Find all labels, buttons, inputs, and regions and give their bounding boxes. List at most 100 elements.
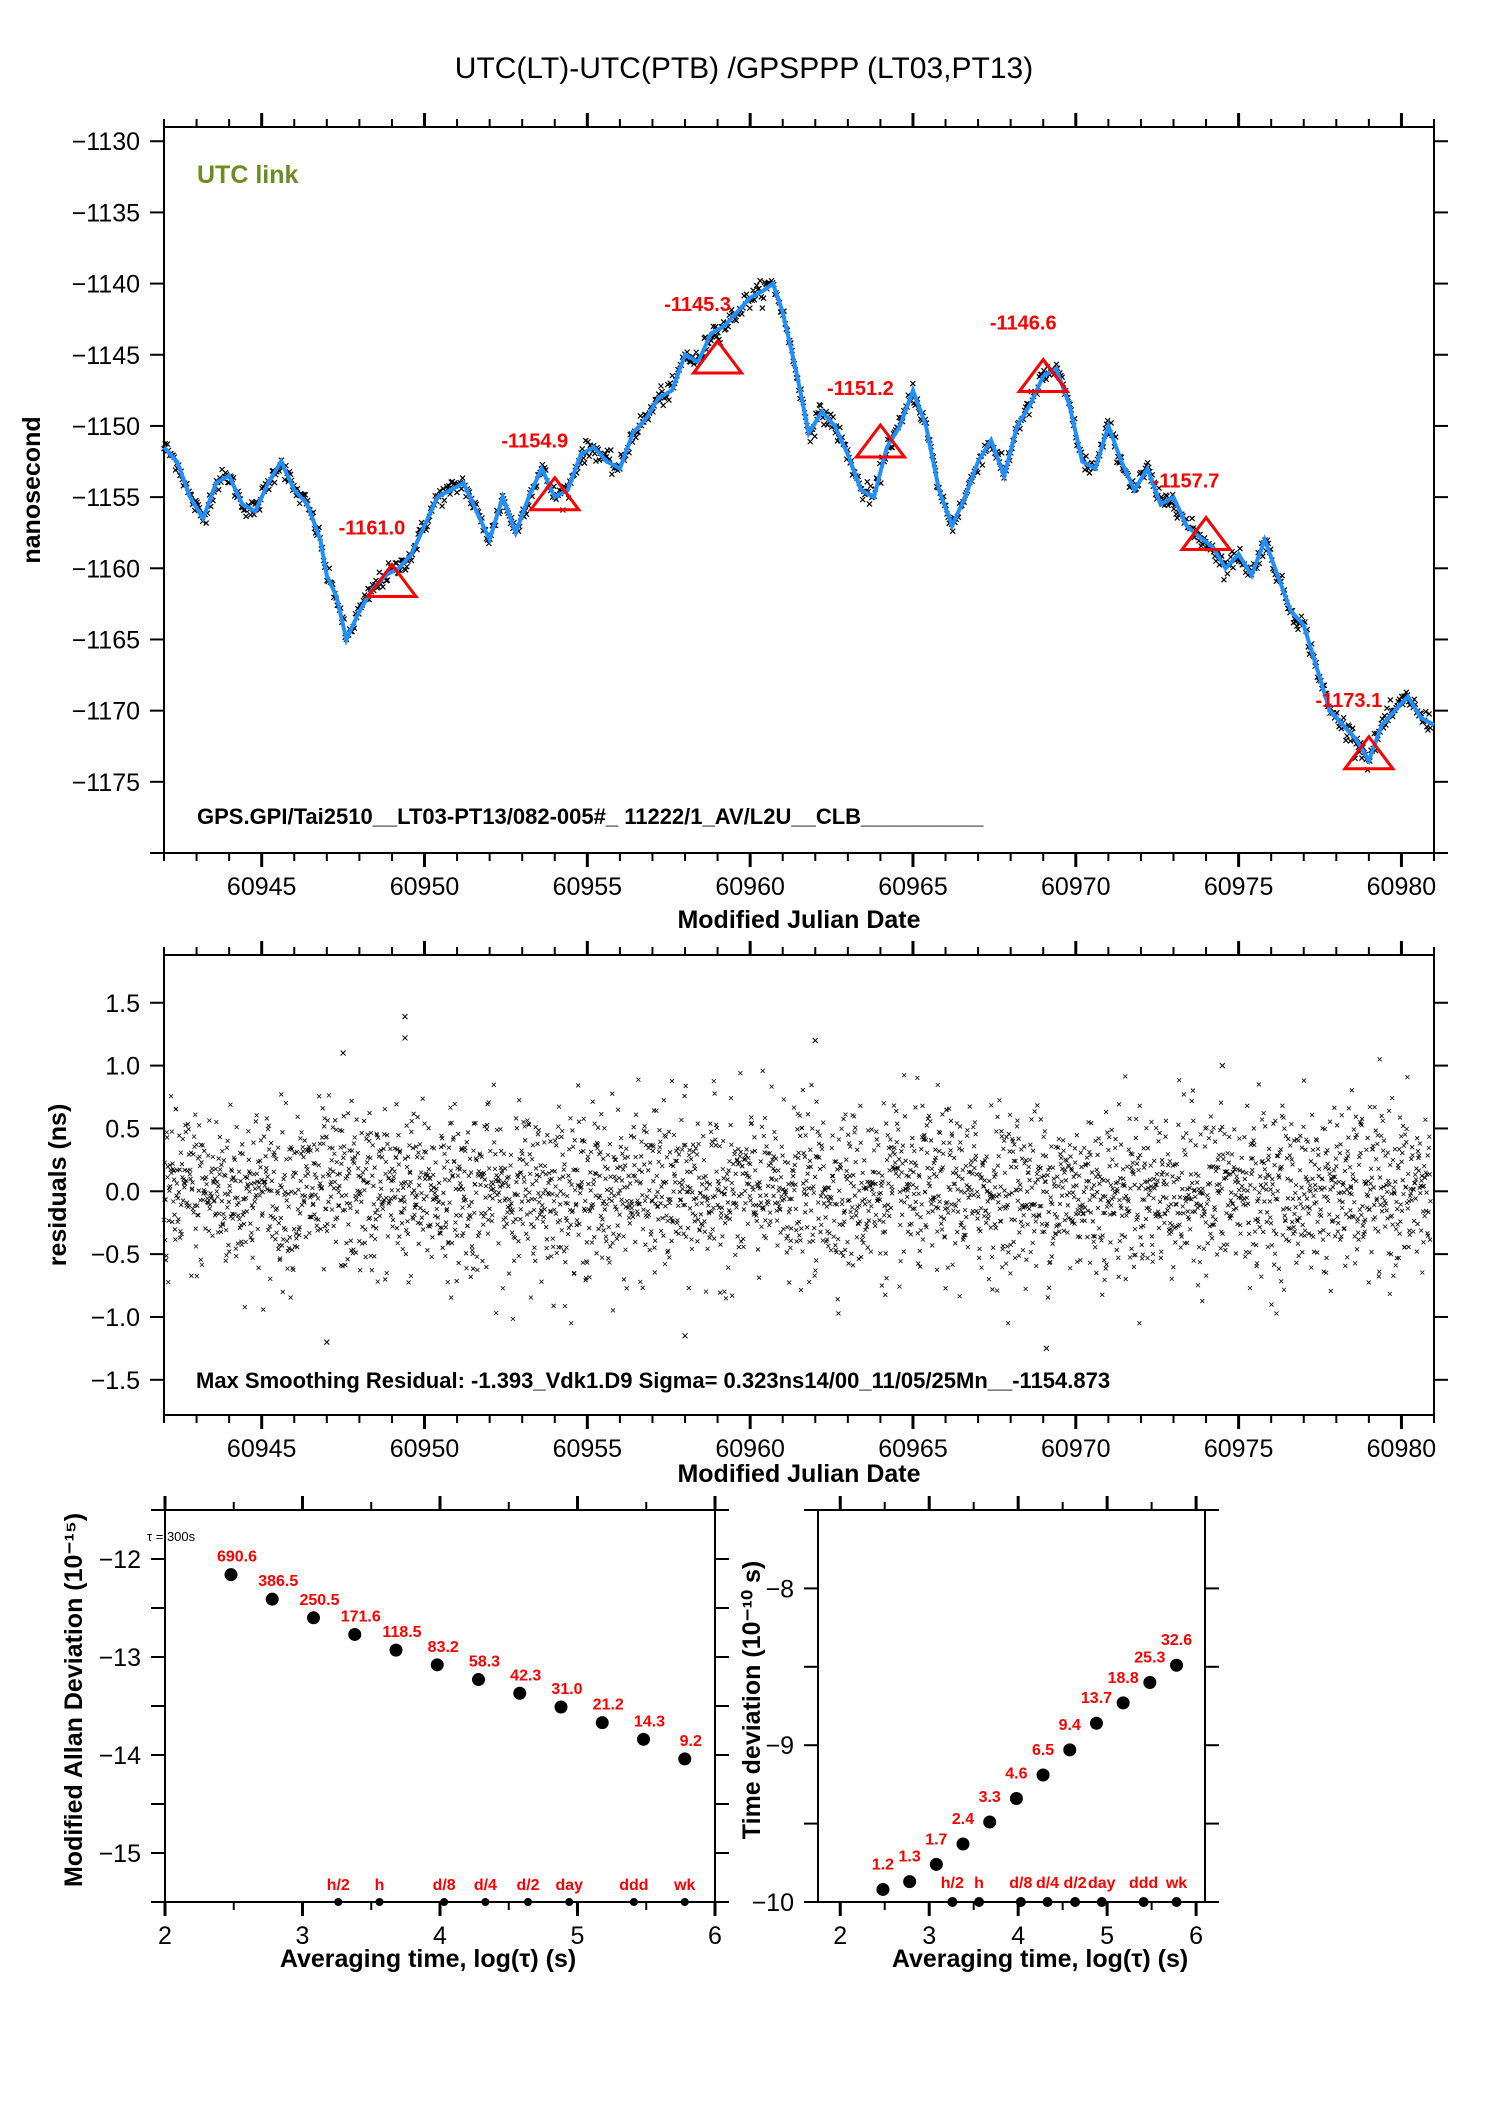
residual-point [631, 1124, 636, 1130]
residual-point [221, 1158, 227, 1163]
residual-point [765, 1183, 771, 1189]
residual-point [1232, 1127, 1237, 1132]
residual-point [1029, 1117, 1034, 1122]
residual-point [1032, 1109, 1037, 1114]
residual-point [257, 1158, 263, 1164]
residual-point [812, 1174, 818, 1180]
residual-point [323, 1206, 329, 1212]
residual-point [1180, 1186, 1185, 1192]
residual-point [175, 1219, 180, 1225]
residual-point [582, 1198, 588, 1204]
residual-point [860, 1198, 865, 1204]
residual-point [924, 1123, 930, 1128]
residual-point [935, 1229, 940, 1234]
residual-point [362, 1227, 368, 1232]
residual-point [808, 1164, 814, 1170]
residual-point [965, 1244, 971, 1250]
residual-point [1244, 1170, 1249, 1176]
residual-point [656, 1159, 661, 1165]
residual-point [823, 1215, 828, 1220]
residual-point [368, 1130, 374, 1136]
residual-point [483, 1195, 488, 1200]
residual-point [854, 1234, 860, 1240]
residual-point [1052, 1184, 1057, 1189]
residual-point [346, 1222, 351, 1227]
residual-point [829, 1145, 835, 1151]
residual-point [494, 1127, 500, 1133]
residual-point [971, 1124, 976, 1130]
residual-point [774, 1218, 780, 1223]
residual-point [189, 1186, 195, 1191]
residual-point [866, 1218, 872, 1223]
residual-point [975, 1216, 980, 1221]
residual-point [976, 1194, 981, 1199]
residual-point [402, 1199, 407, 1205]
residual-point [297, 1224, 302, 1230]
residual-point [1379, 1113, 1384, 1119]
residual-point [1095, 1205, 1101, 1211]
residual-point [527, 1171, 533, 1177]
residual-point [191, 1151, 196, 1157]
residual-point [920, 1237, 926, 1242]
mdev-point [513, 1686, 527, 1700]
residual-point [264, 1187, 270, 1192]
residual-point [1317, 1230, 1323, 1235]
residual-point [284, 1238, 290, 1244]
residual-point [395, 1147, 400, 1152]
residual-point [1282, 1213, 1288, 1218]
x-tick-label: 60965 [878, 873, 948, 901]
residual-point [1041, 1134, 1046, 1140]
y-axis-title: Time deviation (10⁻¹⁰ s) [738, 1561, 766, 1839]
residual-point [940, 1151, 946, 1157]
residual-point [871, 1191, 876, 1197]
residual-point [1170, 1174, 1175, 1179]
residual-point [1334, 1144, 1339, 1149]
residual-point [1338, 1142, 1343, 1147]
residual-point [1298, 1232, 1304, 1238]
residual-point [256, 1265, 261, 1271]
residual-point [280, 1130, 285, 1135]
residual-point [1008, 1271, 1013, 1276]
residual-point [1176, 1077, 1182, 1083]
residual-point [778, 1230, 783, 1235]
time-marker-label: d/4 [474, 1877, 497, 1894]
residual-point [1369, 1249, 1374, 1255]
raw-point [1026, 411, 1032, 418]
residual-point [1244, 1103, 1250, 1109]
residual-point [1189, 1180, 1195, 1186]
raw-point [750, 287, 757, 294]
residual-point [835, 1296, 840, 1302]
x-tick-label: 2 [833, 1922, 847, 1950]
residual-point [858, 1140, 864, 1146]
residual-point [760, 1068, 765, 1074]
residual-point [1079, 1164, 1084, 1170]
residual-point [851, 1184, 856, 1189]
residual-point [1103, 1194, 1108, 1199]
residual-point [180, 1136, 186, 1142]
residual-point [694, 1202, 699, 1207]
residual-point [460, 1205, 465, 1210]
residual-point [1040, 1152, 1046, 1158]
residual-point [278, 1182, 283, 1188]
residual-point [290, 1174, 296, 1179]
residual-point [772, 1129, 777, 1135]
residual-point [738, 1149, 744, 1155]
residual-point [310, 1202, 316, 1208]
residual-point [557, 1202, 563, 1207]
residual-point [700, 1133, 706, 1139]
residual-point [1076, 1173, 1082, 1178]
residual-point [927, 1175, 932, 1181]
residual-point [1280, 1232, 1286, 1238]
residual-point [999, 1134, 1005, 1139]
residual-point [382, 1106, 388, 1112]
residual-point [311, 1142, 317, 1147]
residual-point [1106, 1134, 1112, 1140]
residual-point [690, 1211, 695, 1216]
residual-point [1419, 1270, 1425, 1275]
residual-point [384, 1270, 390, 1276]
residual-point [1134, 1161, 1140, 1166]
residual-point [853, 1213, 859, 1218]
residual-point [733, 1252, 738, 1258]
residual-point [607, 1244, 613, 1249]
residual-point [1371, 1202, 1377, 1208]
